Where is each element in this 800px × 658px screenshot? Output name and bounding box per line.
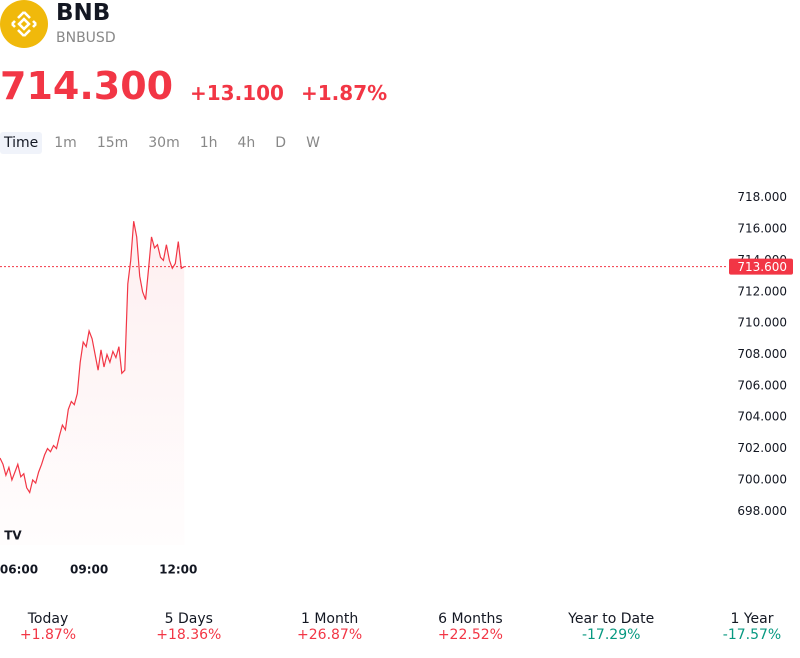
period: 1 Year <box>730 611 774 627</box>
tab[interactable]: 30m <box>148 135 180 151</box>
area <box>0 221 185 545</box>
period-change: -17.29% <box>581 627 641 643</box>
period: 1 Month <box>300 611 359 627</box>
tab[interactable]: D <box>275 135 287 151</box>
chart: TV 698.000700.000702.000704.000706.00070… <box>0 190 793 577</box>
y-tick-label: 704.000 <box>737 410 787 424</box>
last-price-label: 713.600 <box>737 260 787 274</box>
period-change: +1.87% <box>19 627 77 643</box>
period: 5 Days <box>164 611 213 627</box>
last-price-badge <box>729 258 793 275</box>
tab[interactable]: 4h <box>237 135 256 151</box>
performance-item[interactable]: Today +1.87% <box>0 611 96 643</box>
timeframe-tabs: Time 1m 15m 30m 1h 4h D W <box>0 132 328 154</box>
period: Today <box>27 611 69 627</box>
y-tick-label: 698.000 <box>737 504 787 518</box>
x-tick-label: 09:00 <box>70 563 108 577</box>
period: Year to Date <box>568 611 655 627</box>
logo <box>0 0 48 48</box>
period-change: +22.52% <box>437 627 503 643</box>
pair: BNBUSD <box>56 30 116 46</box>
performance-item[interactable]: 5 Days +18.36% <box>141 611 237 643</box>
performance-item[interactable]: Year to Date -17.29% <box>563 611 659 643</box>
period-change: -17.57% <box>722 627 782 643</box>
price: 714.300 <box>0 64 174 108</box>
price-line <box>0 221 185 495</box>
y-tick-label: 712.000 <box>737 284 787 298</box>
y-tick-label: 716.000 <box>737 222 787 236</box>
y-tick-label: 708.000 <box>737 347 787 361</box>
change: +13.100 <box>190 81 284 105</box>
tab[interactable]: 15m <box>96 135 129 151</box>
period-change: +18.36% <box>156 627 222 643</box>
period: 6 Months <box>438 611 503 627</box>
period-change: +26.87% <box>297 627 363 643</box>
x-tick-label: 06:00 <box>0 563 38 577</box>
y-tick-label: 706.000 <box>737 378 787 392</box>
change-pct: +1.87% <box>301 81 388 105</box>
y-tick-label: 702.000 <box>737 441 787 455</box>
y-tick-label: 710.000 <box>737 316 787 330</box>
y-tick-label: 718.000 <box>737 190 787 204</box>
symbol: BNB <box>56 0 111 26</box>
tab[interactable]: W <box>306 135 320 151</box>
performance: Today +1.87% 5 Days +18.36% 1 Month +26.87% 6 … <box>0 611 800 643</box>
x-tick-label: 12:00 <box>159 563 197 577</box>
tab[interactable]: 1m <box>54 135 77 151</box>
tab[interactable]: Time <box>0 132 43 154</box>
performance-item[interactable]: 6 Months +22.52% <box>422 611 518 643</box>
performance-item[interactable]: 1 Year -17.57% <box>704 611 800 643</box>
tab[interactable]: 1h <box>199 135 218 151</box>
performance-item[interactable]: 1 Month +26.87% <box>282 611 378 643</box>
y-tick-label: 700.000 <box>737 472 787 486</box>
